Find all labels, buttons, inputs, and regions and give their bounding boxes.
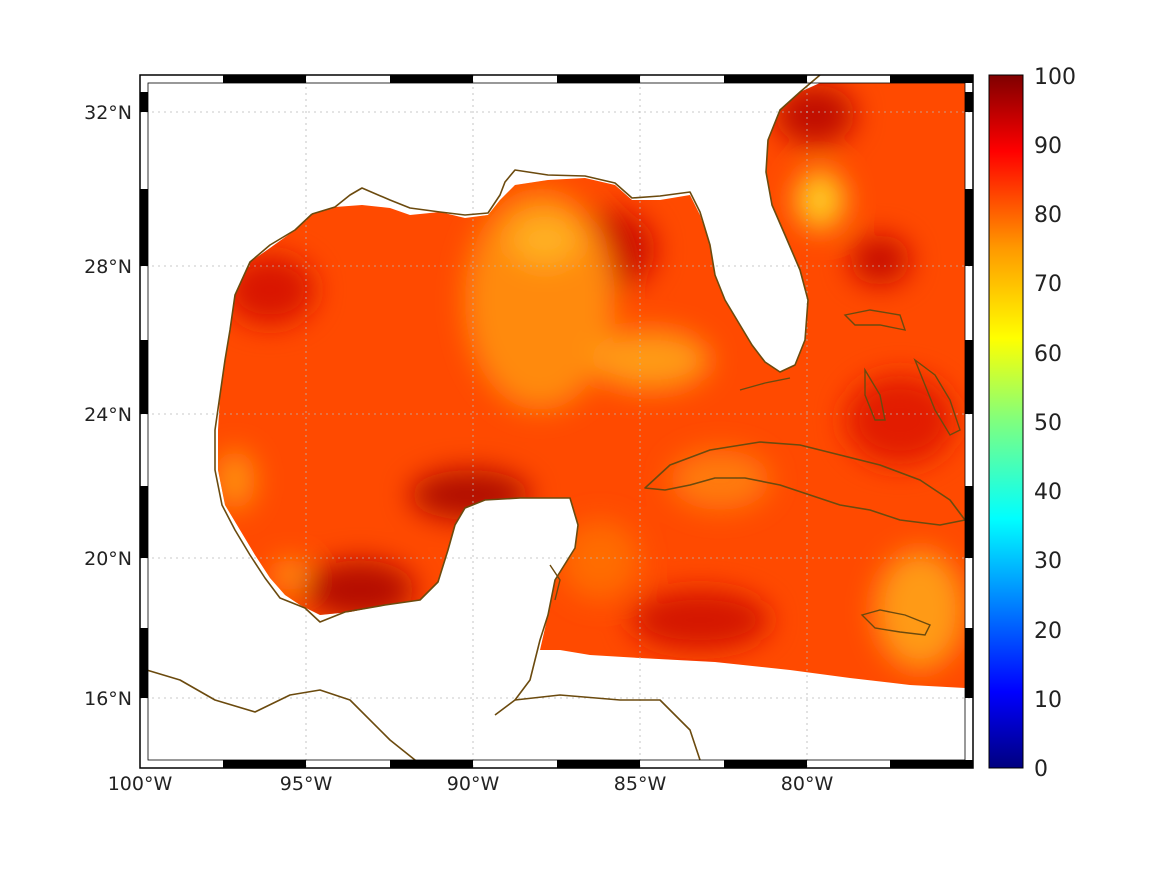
field-patch-warm: [510, 215, 580, 265]
frame-border: [139, 74, 974, 769]
colorbar: 100 90 80 70 60 50 40 30 20 10 0: [988, 65, 1076, 782]
island-bahamas: [843, 309, 961, 436]
frame-segment: [140, 486, 148, 558]
field-patch-warm: [218, 450, 255, 510]
colorbar-tick-label: 100: [1034, 65, 1076, 90]
colorbar-tick-label: 10: [1034, 688, 1062, 713]
map-frame: [139, 74, 974, 769]
lat-tick-label: 16°N: [84, 688, 132, 710]
frame-segment: [965, 486, 973, 558]
field-patch-warm: [670, 450, 770, 510]
field-patch-warm: [795, 170, 845, 230]
frame-segment: [390, 760, 473, 768]
frame-segment: [965, 628, 973, 698]
lat-tick-label: 32°N: [84, 102, 132, 124]
coastline-central-america: [139, 667, 426, 769]
lon-tick-label: 85°W: [614, 773, 667, 795]
frame-segment: [390, 75, 473, 83]
island-yucatan-cays: [549, 564, 561, 601]
coastline-mexico: [214, 213, 579, 716]
frame-segment: [724, 75, 807, 83]
lon-tick-label: 95°W: [280, 773, 333, 795]
frame-segment: [965, 92, 973, 112]
lat-tick-label: 24°N: [84, 404, 132, 426]
colorbar-tick-label: 0: [1034, 757, 1048, 782]
frame-segment: [140, 340, 148, 414]
frame-segment: [140, 189, 148, 266]
lat-tick-labels: 32°N 28°N 24°N 20°N 16°N: [84, 102, 132, 710]
coastline-gulf: [311, 74, 821, 373]
field-patch-warm: [875, 550, 965, 670]
field-patch-dark: [775, 85, 855, 145]
field-patch-dark: [630, 590, 770, 650]
colorbar-tick-label: 80: [1034, 203, 1062, 228]
coastlines: [139, 74, 966, 769]
island-keys: [739, 377, 791, 391]
frame-segment: [223, 75, 306, 83]
lat-tick-label: 20°N: [84, 548, 132, 570]
colorbar-strip: [988, 74, 1024, 769]
frame-inner: [147, 82, 966, 761]
field-patch-dark: [850, 235, 910, 285]
frame-segment: [965, 189, 973, 266]
colorbar-tick-label: 90: [1034, 134, 1062, 159]
colorbar-tick-label: 20: [1034, 619, 1062, 644]
colorbar-tick-label: 40: [1034, 480, 1062, 505]
frame-segment: [890, 75, 973, 83]
frame-segment: [140, 92, 148, 112]
frame-segment: [965, 340, 973, 414]
frame-segment: [890, 760, 973, 768]
field-patch-warm: [560, 520, 640, 600]
colorbar-tick-label: 30: [1034, 549, 1062, 574]
coastline-cuba: [644, 441, 966, 526]
frame-segment: [140, 628, 148, 698]
field-patch-warm: [590, 330, 710, 390]
lon-tick-label: 80°W: [781, 773, 834, 795]
graticule: [140, 75, 973, 768]
frame-segment: [557, 760, 640, 768]
colorbar-tick-label: 70: [1034, 272, 1062, 297]
lon-tick-label: 90°W: [447, 773, 500, 795]
coastline-honduras: [514, 694, 701, 761]
frame-segment: [724, 760, 807, 768]
field-patch-dark: [225, 255, 315, 325]
colorbar-tick-label: 50: [1034, 411, 1062, 436]
colorbar-tick-label: 60: [1034, 342, 1062, 367]
field-patch-warm: [275, 560, 305, 590]
lat-tick-label: 28°N: [84, 256, 132, 278]
field-patch-dark: [845, 375, 955, 465]
frame-segment: [557, 75, 640, 83]
lon-tick-label: 100°W: [108, 773, 173, 795]
island-jamaica: [860, 609, 931, 636]
frame-segment: [223, 760, 306, 768]
lon-tick-labels: 100°W 95°W 90°W 85°W 80°W: [108, 773, 834, 795]
